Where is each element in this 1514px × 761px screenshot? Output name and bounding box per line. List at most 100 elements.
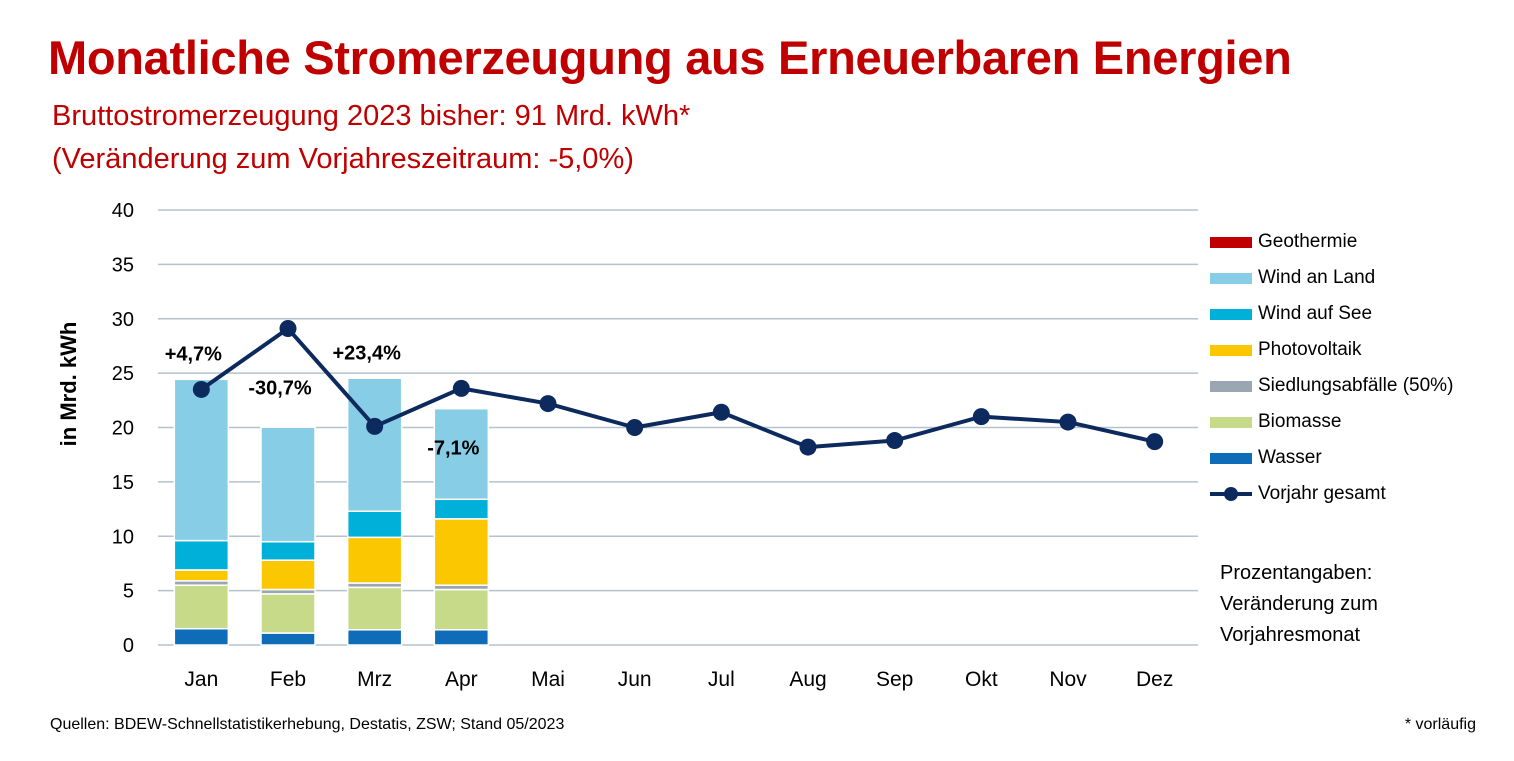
bar-segment-geothermie [346, 376, 403, 380]
note-line: Veränderung zum [1220, 593, 1378, 615]
x-tick-label: Mai [531, 668, 565, 691]
legend-swatch-geothermie [1210, 236, 1252, 248]
y-tick-label: 35 [112, 254, 134, 276]
legend-swatch-wind-auf-see [1210, 308, 1252, 320]
vorjahr-point [1059, 413, 1077, 431]
bar-segment-wind_see [433, 498, 490, 520]
vorjahr-point [712, 403, 730, 421]
legend-label: Biomasse [1258, 411, 1342, 432]
vorjahr-point [452, 379, 470, 397]
bar-segment-wind_land [173, 377, 230, 542]
note-line: Vorjahresmonat [1220, 624, 1361, 646]
legend-label: Siedlungsabfälle (50%) [1258, 375, 1454, 396]
x-tick-label: Nov [1049, 668, 1087, 691]
bar-segment-biomasse [260, 593, 316, 634]
vorjahr-point [972, 408, 990, 426]
bar-segment-wind_land [433, 407, 490, 501]
legend-swatch-siedlungsabfaelle [1210, 380, 1252, 392]
legend-item-photovoltaik: Photovoltaik [1210, 332, 1453, 368]
legend-label: Photovoltaik [1258, 339, 1362, 360]
legend-item-siedlungsabfaelle: Siedlungsabfälle (50%) [1210, 368, 1453, 404]
bar-segment-geothermie [433, 406, 490, 410]
percentage-note: Prozentangaben: Veränderung zum Vorjahre… [1220, 558, 1378, 651]
legend-swatch-biomasse [1210, 416, 1252, 428]
y-tick-label: 10 [112, 526, 134, 548]
x-tick-label: Mrz [357, 668, 392, 691]
x-tick-label: Dez [1136, 668, 1173, 691]
x-tick-label: Jul [708, 668, 735, 691]
bar-segment-biomasse [433, 588, 490, 631]
legend-label: Wind an Land [1258, 267, 1376, 288]
legend-label: Wind auf See [1258, 303, 1373, 324]
bar-segment-pv [346, 536, 403, 584]
legend-label: Wasser [1258, 447, 1322, 468]
vorjahr-point [279, 320, 297, 338]
line-series [192, 320, 1164, 456]
percentage-annotation: -7,1% [427, 437, 479, 459]
vorjahr-point [886, 432, 904, 450]
bar-segment-biomasse [346, 586, 403, 631]
bar-segment-wind_land [260, 425, 316, 543]
x-tick-label: Okt [965, 668, 998, 691]
y-axis-label: in Mrd. kWh [56, 322, 81, 447]
y-tick-label: 30 [112, 309, 134, 331]
percentage-annotation: +4,7% [165, 343, 222, 365]
x-tick-label: Jan [184, 668, 218, 691]
y-tick-label: 15 [112, 472, 134, 494]
percentage-annotation: +23,4% [332, 342, 401, 364]
y-tick-label: 0 [123, 635, 134, 657]
bar-segment-wind_see [260, 540, 316, 561]
legend-line-marker-icon [1210, 487, 1252, 501]
y-tick-labels: 0 5 10 15 20 25 30 35 40 [112, 200, 134, 657]
bar-series [173, 376, 490, 646]
y-tick-label: 20 [112, 418, 134, 440]
x-tick-label: Apr [445, 668, 478, 691]
percentage-annotation: -30,7% [248, 378, 312, 400]
bar-segment-pv [260, 559, 316, 591]
chart-title: Monatliche Stromerzeugung aus Erneuerbar… [48, 31, 1292, 84]
bar-segment-pv [173, 569, 230, 582]
bar-segment-wasser [433, 629, 490, 646]
vorjahr-point [366, 417, 384, 435]
legend-item-vorjahr-gesamt: Vorjahr gesamt [1210, 476, 1453, 512]
x-tick-label: Sep [876, 668, 913, 691]
gridlines [158, 209, 1198, 646]
vorjahr-point [192, 380, 210, 398]
bar-segment-wind_see [173, 539, 230, 571]
chart-subtitle: Bruttostromerzeugung 2023 bisher: 91 Mrd… [52, 100, 691, 132]
legend-swatch-wind-an-land [1210, 272, 1252, 284]
bar-segment-pv [433, 518, 490, 586]
x-tick-labels: Jan Feb Mrz Apr Mai Jun Jul Aug Sep Okt Nov Dez [184, 668, 1173, 691]
bar-segment-geothermie [173, 377, 230, 381]
y-tick-label: 5 [123, 581, 134, 603]
legend: Geothermie Wind an Land Wind auf See Pho… [1210, 224, 1453, 512]
x-tick-label: Feb [270, 668, 306, 691]
legend-item-geothermie: Geothermie [1210, 224, 1453, 260]
x-tick-label: Jun [618, 668, 652, 691]
legend-swatch-photovoltaik [1210, 344, 1252, 356]
legend-item-wind-an-land: Wind an Land [1210, 260, 1453, 296]
note-line: Prozentangaben: [1220, 562, 1373, 584]
legend-item-wind-auf-see: Wind auf See [1210, 296, 1453, 332]
legend-item-biomasse: Biomasse [1210, 404, 1453, 440]
vorjahr-point [799, 438, 817, 456]
legend-item-wasser: Wasser [1210, 440, 1453, 476]
annotations: +4,7% -30,7% +23,4% -7,1% [165, 342, 480, 459]
vorjahr-point [539, 395, 557, 413]
bar-segment-wind_see [346, 510, 403, 539]
bar-segment-wasser [260, 632, 316, 646]
y-tick-label: 40 [112, 200, 134, 222]
x-tick-label: Aug [789, 668, 826, 691]
legend-label: Vorjahr gesamt [1258, 483, 1386, 504]
bar-segment-wasser [173, 627, 230, 646]
footnote: * vorläufig [1404, 716, 1476, 733]
vorjahr-point [626, 419, 644, 436]
legend-label: Geothermie [1258, 231, 1358, 252]
y-tick-label: 25 [112, 363, 134, 385]
bar-segment-geothermie [260, 425, 316, 428]
legend-swatch-wasser [1210, 452, 1252, 464]
vorjahr-line [200, 326, 1156, 450]
bar-segment-biomasse [173, 584, 230, 630]
vorjahr-point [1146, 433, 1164, 451]
